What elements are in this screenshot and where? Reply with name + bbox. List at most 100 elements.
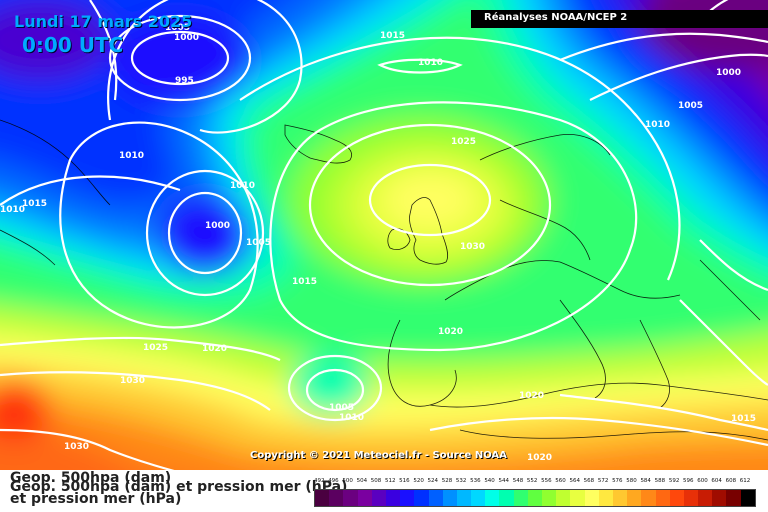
legend-swatch — [485, 490, 500, 506]
isobar-label: 1020 — [527, 453, 553, 463]
legend-swatch — [471, 490, 486, 506]
map-date: Lundi 17 mars 2025 — [14, 12, 193, 31]
legend-color-scale — [314, 489, 756, 507]
legend-swatch — [400, 490, 415, 506]
isobar-label: 1010 — [339, 413, 365, 423]
copyright-notice: Copyright © 2021 Meteociel.fr - Source N… — [250, 450, 507, 461]
isobar-label: 1000 — [205, 221, 231, 231]
legend-tick: 608 — [725, 478, 737, 484]
legend-tick: 592 — [668, 478, 680, 484]
legend-tick: 556 — [541, 478, 552, 484]
legend-swatch — [556, 490, 571, 506]
legend-swatch — [641, 490, 656, 506]
legend-swatch — [513, 490, 528, 506]
legend-tick: 548 — [512, 478, 524, 484]
legend-tick: 496 — [328, 478, 339, 484]
legend-tick: 540 — [484, 478, 495, 484]
legend-swatch — [669, 490, 684, 506]
legend-tick: 604 — [711, 478, 722, 484]
legend-swatch — [712, 490, 727, 506]
legend-tick: 600 — [697, 478, 708, 484]
map-time: 0:00 UTC — [22, 33, 124, 57]
legend-tick: 580 — [626, 478, 637, 484]
isobar-label: 1025 — [451, 137, 477, 147]
legend-tick: 520 — [413, 478, 424, 484]
legend-swatch — [385, 490, 401, 506]
legend-swatch — [357, 490, 372, 506]
legend-swatch — [371, 490, 386, 506]
isobar-label: 1010 — [230, 181, 256, 191]
isobar-label: 1005 — [246, 238, 272, 248]
isobar-label: 1030 — [120, 376, 146, 386]
legend-tick: 504 — [356, 478, 368, 484]
isobar-label: 1010 — [119, 151, 145, 161]
legend-tick: 576 — [612, 478, 623, 484]
legend-tick: 564 — [569, 478, 580, 484]
legend-tick-labels: 492 496 500 504 508 512 516 520 524 528 532 536 540 5… — [314, 478, 754, 490]
legend-tick: 596 — [683, 478, 694, 484]
legend-tick: 528 — [441, 478, 453, 484]
legend-tick: 508 — [370, 478, 382, 484]
legend-swatch — [698, 490, 713, 506]
legend-tick: 568 — [583, 478, 595, 484]
legend-title-overlap: Geop. 500hpa (dam) et pression mer (hPa) — [10, 479, 348, 495]
legend-swatch — [428, 490, 443, 506]
legend-swatch — [329, 490, 344, 506]
isobar-label: 1015 — [380, 31, 406, 41]
isobar-label: 1005 — [678, 101, 704, 111]
legend-tick: 560 — [555, 478, 566, 484]
legend-tick: 552 — [526, 478, 538, 484]
legend-swatch — [456, 490, 472, 506]
isobar-label: 1020 — [202, 344, 228, 354]
legend-swatch — [499, 490, 514, 506]
isobar-label: 995 — [175, 76, 194, 86]
isobar-label: 1030 — [460, 242, 486, 252]
legend-tick: 516 — [399, 478, 410, 484]
isobar-label: 1020 — [519, 391, 545, 401]
legend-swatch — [570, 490, 585, 506]
legend-tick: 536 — [470, 478, 481, 484]
isobar-label: 1020 — [438, 327, 464, 337]
legend-swatch — [442, 490, 457, 506]
isobar-label: 1030 — [64, 442, 90, 452]
legend-swatch — [527, 490, 542, 506]
isobar-label: 1000 — [174, 33, 200, 43]
legend-tick: 532 — [455, 478, 467, 484]
legend-swatch — [315, 490, 330, 506]
legend-swatch — [726, 490, 741, 506]
legend-swatch — [542, 490, 557, 506]
isobar-label: 1025 — [143, 343, 169, 353]
legend-swatch — [627, 490, 642, 506]
isobar-label: 1015 — [292, 277, 318, 287]
legend-tick: 544 — [498, 478, 510, 484]
isobar-label: 1010 — [0, 205, 26, 215]
legend-swatch — [655, 490, 670, 506]
legend-title-pressure: et pression mer (hPa) — [10, 491, 182, 507]
isobar-lines — [0, 0, 768, 478]
isobar-label: 1005 — [165, 23, 191, 33]
source-label: Réanalyses NOAA/NCEP 2 — [484, 12, 628, 23]
legend-swatch — [598, 490, 613, 506]
legend-swatch — [740, 490, 755, 506]
isobar-label: 1010 — [645, 120, 671, 130]
isobar-label: 1005 — [329, 403, 355, 413]
legend-swatch — [584, 490, 599, 506]
legend-tick: 524 — [427, 478, 439, 484]
legend-swatch — [414, 490, 429, 506]
isobar-label: 1000 — [716, 68, 742, 78]
legend-swatch — [612, 490, 628, 506]
legend-swatch — [343, 490, 358, 506]
legend-title-geop: Geop. 500hpa (dam) — [10, 470, 172, 486]
legend-tick: 492 — [314, 478, 325, 484]
legend-tick: 572 — [597, 478, 609, 484]
legend-tick: 612 — [739, 478, 751, 484]
legend-tick: 584 — [640, 478, 651, 484]
isobar-label: 1010 — [418, 58, 444, 68]
legend-tick: 588 — [654, 478, 666, 484]
legend-tick: 512 — [384, 478, 396, 484]
isobar-label: 1015 — [22, 199, 48, 209]
legend-swatch — [683, 490, 699, 506]
